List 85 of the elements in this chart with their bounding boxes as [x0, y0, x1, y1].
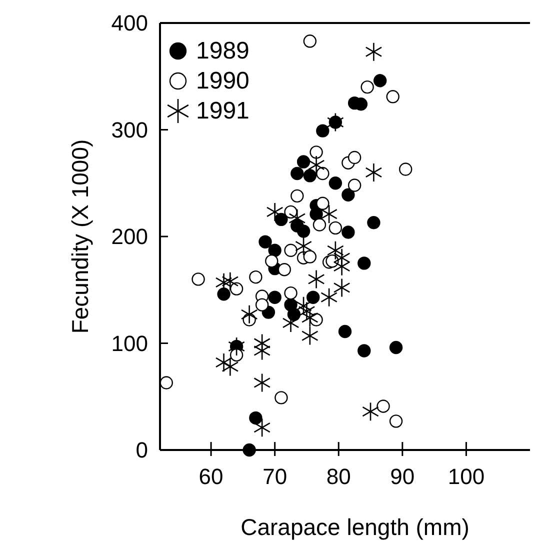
- y-tick-label: 300: [111, 117, 148, 142]
- y-tick-label: 100: [111, 330, 148, 356]
- point: [316, 196, 330, 210]
- point: [274, 391, 288, 404]
- point: [316, 166, 330, 180]
- point: [284, 286, 298, 300]
- x-tick-label: 90: [390, 464, 415, 489]
- point: [242, 443, 256, 457]
- point: [295, 296, 312, 316]
- point: [298, 302, 316, 321]
- point: [284, 205, 298, 219]
- x-axis-title: Carapace length (mm): [240, 514, 470, 540]
- point: [358, 256, 371, 270]
- x-tick-label: 100: [448, 464, 485, 489]
- point: [386, 90, 400, 104]
- point: [328, 176, 342, 190]
- point: [249, 270, 262, 284]
- y-tick-label: 400: [111, 10, 148, 36]
- point: [192, 272, 205, 286]
- point: [365, 162, 382, 182]
- point: [249, 411, 262, 425]
- y-axis-title: Fecundity (X 1000): [67, 139, 93, 334]
- point: [362, 402, 379, 422]
- point: [303, 250, 317, 264]
- point: [266, 202, 284, 222]
- point: [320, 288, 338, 307]
- point: [308, 270, 325, 289]
- point: [348, 178, 362, 192]
- point: [316, 124, 330, 138]
- point: [373, 74, 387, 88]
- y-tick-label: 200: [111, 224, 148, 249]
- point: [360, 80, 374, 94]
- point: [301, 308, 318, 328]
- point: [328, 221, 342, 235]
- point: [230, 348, 244, 362]
- point: [160, 376, 173, 390]
- point: [254, 418, 271, 438]
- point: [230, 282, 244, 296]
- point: [296, 224, 310, 238]
- point: [255, 298, 269, 312]
- point: [301, 326, 318, 346]
- point: [295, 236, 312, 256]
- point: [274, 212, 288, 226]
- legend-label: 1989: [196, 38, 250, 64]
- point: [265, 254, 278, 268]
- point: [254, 373, 271, 392]
- point: [308, 155, 325, 175]
- point: [217, 288, 230, 301]
- point: [228, 336, 245, 356]
- point: [290, 166, 304, 180]
- point: [258, 235, 272, 248]
- point: [326, 112, 344, 132]
- point: [284, 244, 298, 257]
- point: [365, 42, 382, 62]
- x-tick-label: 60: [198, 464, 224, 489]
- point: [320, 204, 338, 224]
- point: [240, 304, 258, 324]
- point: [342, 226, 355, 239]
- point: [268, 290, 282, 304]
- point: [303, 169, 317, 182]
- point: [338, 324, 352, 338]
- point: [376, 400, 390, 413]
- point: [342, 188, 355, 202]
- point: [254, 341, 271, 360]
- point: [389, 414, 403, 428]
- x-tick-label: 70: [262, 464, 288, 489]
- x-tick-label: 80: [326, 464, 351, 489]
- point: [310, 146, 323, 159]
- point: [296, 155, 310, 168]
- point: [303, 34, 317, 48]
- point: [306, 290, 320, 304]
- legend-label: 1990: [196, 68, 250, 94]
- point: [389, 340, 403, 354]
- point: [367, 216, 380, 230]
- point: [290, 189, 304, 203]
- point: [278, 262, 291, 276]
- point: [348, 150, 362, 164]
- point: [222, 272, 239, 291]
- point: [333, 278, 350, 298]
- point: [268, 244, 282, 257]
- legend-label: 1991: [196, 98, 250, 124]
- point: [399, 162, 412, 176]
- point: [358, 344, 371, 358]
- y-tick-label: 0: [136, 438, 148, 462]
- point: [312, 218, 326, 232]
